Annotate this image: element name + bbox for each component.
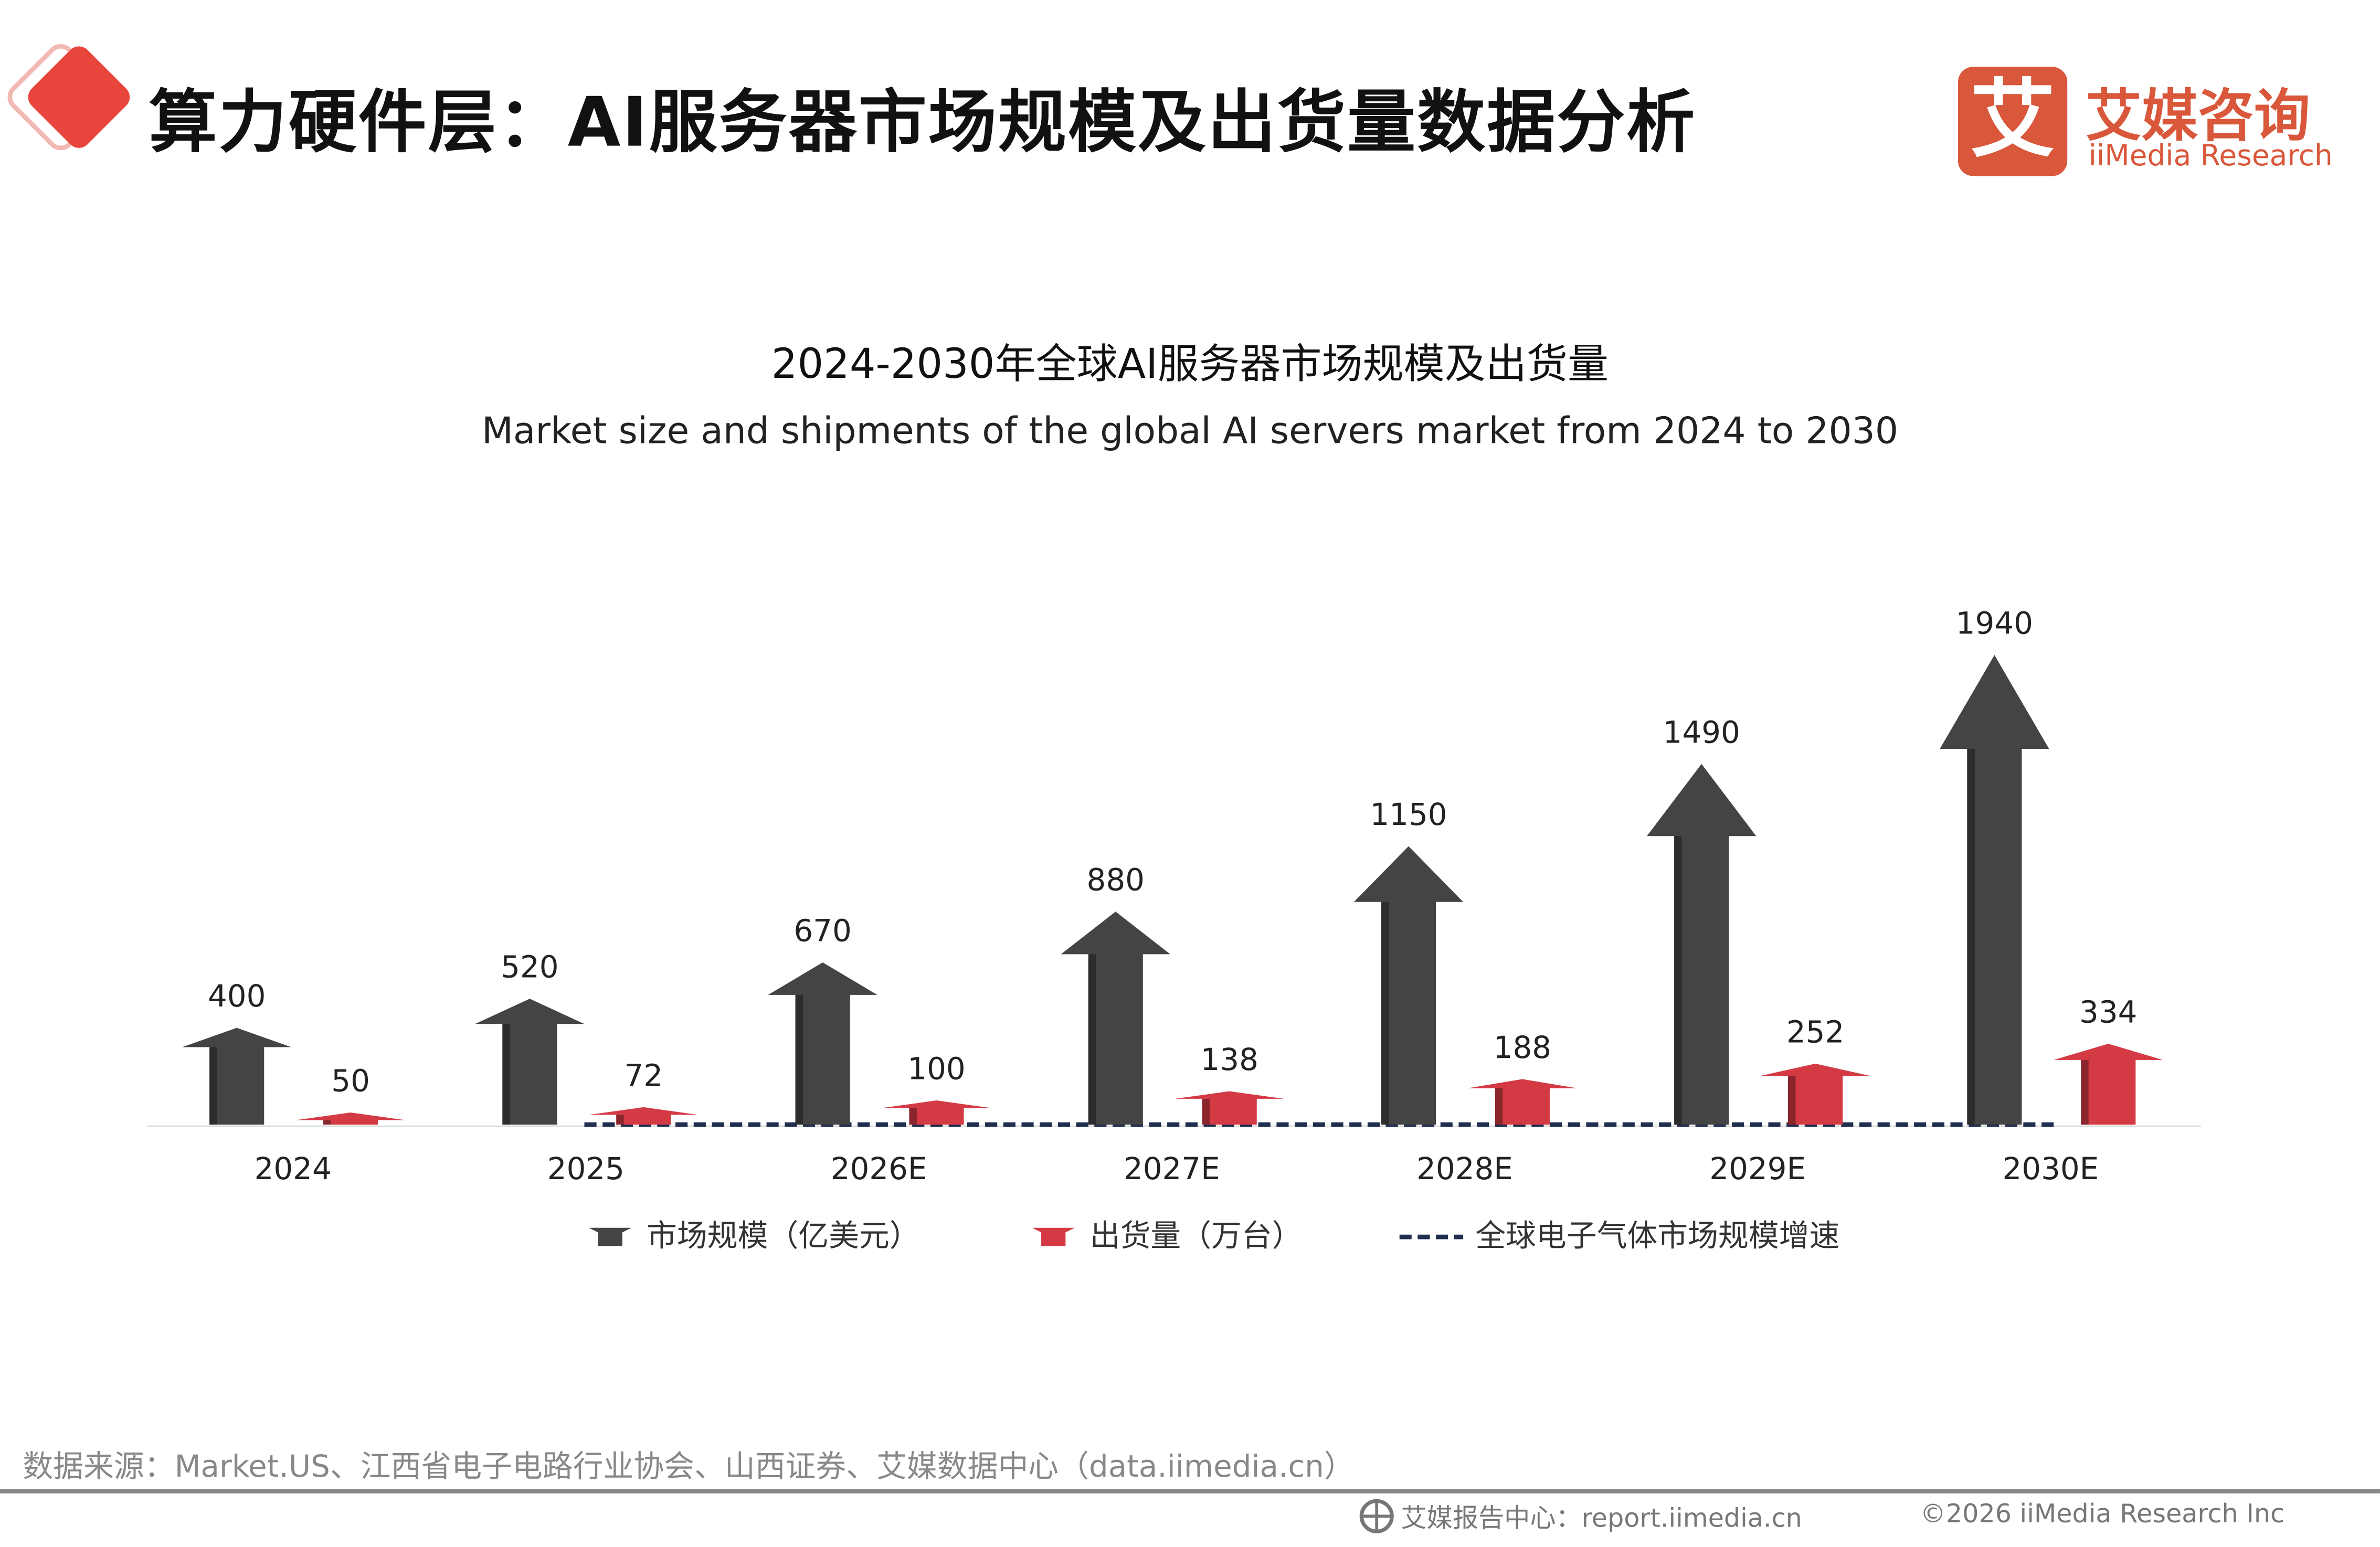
data-label: 100	[907, 1051, 965, 1086]
x-tick-label: 2030E	[2003, 1151, 2099, 1186]
data-label: 252	[1786, 1014, 1844, 1050]
data-label: 1150	[1370, 797, 1447, 832]
x-tick-label: 2029E	[1709, 1151, 1806, 1186]
legend-label: 市场规模（亿美元）	[647, 1217, 920, 1254]
iimedia-logo: 艾 艾媒咨询 iiMedia Research	[1958, 67, 2337, 179]
data-label: 670	[794, 913, 851, 949]
x-tick-label: 2025	[547, 1151, 625, 1186]
legend-label: 出货量（万台）	[1089, 1217, 1303, 1254]
data-label: 1940	[1956, 606, 2033, 641]
arrow-shade	[209, 1047, 217, 1125]
footer-divider	[0, 1489, 2380, 1493]
market-size-arrow	[475, 999, 585, 1125]
market-size-arrow	[1647, 764, 1757, 1125]
arrow-shade	[1088, 954, 1096, 1125]
logo-en: iiMedia Research	[2088, 140, 2333, 173]
arrow-shade	[795, 994, 803, 1125]
data-label: 188	[1494, 1030, 1551, 1065]
legend-item-growth: 全球电子气体市场规模增速	[1399, 1211, 1840, 1255]
logo-mark-icon: 艾	[1958, 67, 2068, 176]
header-diamond-icon	[7, 44, 130, 151]
shipments-arrow	[1467, 1079, 1577, 1125]
data-label: 138	[1200, 1042, 1258, 1077]
arrow-shade	[1202, 1098, 1210, 1125]
shipments-arrow	[1175, 1091, 1284, 1125]
arrow-shade	[1788, 1076, 1796, 1125]
page-title: 算力硬件层：AI服务器市场规模及出货量数据分析	[149, 82, 1697, 163]
data-label: 334	[2079, 994, 2137, 1030]
chart-subtitle: Market size and shipments of the global …	[481, 409, 1899, 452]
legend-item-shipments: 出货量（万台）	[1029, 1211, 1303, 1255]
copyright: ©2026 iiMedia Research Inc	[1920, 1499, 2285, 1530]
arrow-shade	[1495, 1088, 1503, 1125]
data-label: 72	[624, 1057, 663, 1093]
shipments-arrow	[1760, 1063, 1870, 1125]
x-tick-label: 2028E	[1416, 1151, 1513, 1186]
globe-icon	[1359, 1498, 1394, 1533]
logo-cn: 艾媒咨询	[2085, 83, 2310, 149]
data-label: 400	[208, 978, 266, 1014]
legend-item-market: 市场规模（亿美元）	[586, 1211, 920, 1255]
report-center: 艾媒报告中心：report.iimedia.cn	[1359, 1497, 1802, 1534]
chart-title: 2024-2030年全球AI服务器市场规模及出货量	[771, 341, 1609, 389]
arrow-shade	[2081, 1059, 2089, 1125]
arrow-shade	[1381, 902, 1389, 1125]
market-size-arrow	[1940, 655, 2049, 1125]
arrow-shade	[502, 1024, 510, 1125]
market-size-arrow	[1353, 846, 1464, 1125]
arrow-shade	[1674, 836, 1682, 1125]
shipments-arrow	[882, 1100, 991, 1125]
legend-dark-arrow-icon	[589, 1227, 632, 1246]
data-label: 50	[331, 1063, 370, 1099]
market-size-arrow	[182, 1027, 292, 1125]
arrow-shade	[323, 1120, 331, 1125]
market-size-arrow	[768, 962, 877, 1125]
report-center-link[interactable]: 艾媒报告中心：report.iimedia.cn	[1401, 1504, 1802, 1535]
data-label: 520	[501, 949, 558, 985]
arrow-shade	[616, 1115, 624, 1125]
data-source: 数据来源：Market.US、江西省电子电路行业协会、山西证券、艾媒数据中心（d…	[23, 1448, 1355, 1485]
market-size-arrow	[1061, 912, 1170, 1125]
arrow-shade	[1967, 749, 1975, 1125]
x-tick-label: 2026E	[831, 1151, 927, 1186]
shipments-arrow	[295, 1112, 406, 1125]
legend-label: 全球电子气体市场规模增速	[1475, 1217, 1840, 1254]
x-tick-label: 2024	[255, 1151, 332, 1186]
legend-red-arrow-icon	[1032, 1227, 1075, 1246]
data-label: 1490	[1663, 714, 1740, 750]
arrow-shade	[909, 1108, 917, 1125]
shipments-arrow	[589, 1107, 699, 1125]
x-tick-label: 2027E	[1124, 1151, 1220, 1186]
shipments-arrow	[2054, 1044, 2163, 1125]
legend-dashed-line-icon	[1399, 1234, 1464, 1239]
data-label: 880	[1087, 862, 1145, 898]
